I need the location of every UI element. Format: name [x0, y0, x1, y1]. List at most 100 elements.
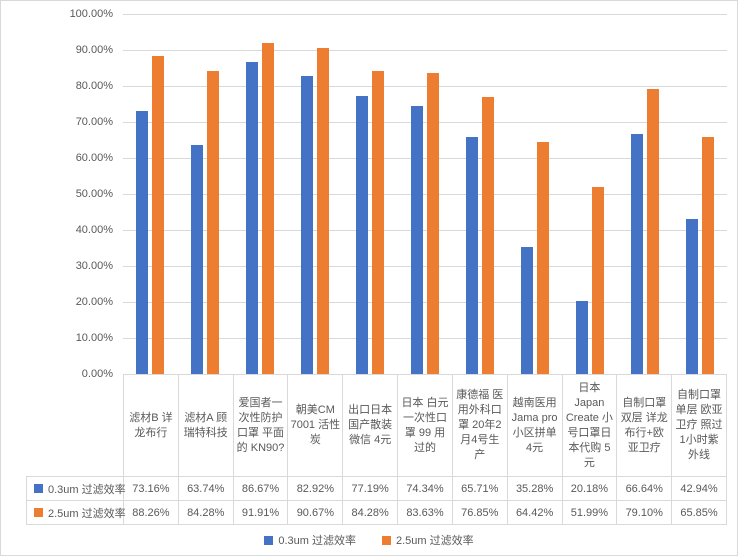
data-table-value: 88.26% [124, 501, 179, 525]
gridline [123, 230, 727, 231]
data-table-value: 51.99% [562, 501, 618, 525]
bar-series-1 [152, 56, 165, 374]
category-label: 日本 Japan Create 小号口罩日本代购 5 元 [563, 375, 618, 476]
bar-series-0 [575, 301, 588, 374]
y-axis-tick-label: 100.00% [69, 8, 113, 20]
category-label-text: 朝美CM 7001 活性炭 [290, 404, 341, 446]
data-table-row: 0.3um 过滤效率 73.16% 63.74% 86.67% 82.92% 77.19%… [27, 477, 727, 501]
bar-series-1 [426, 72, 439, 374]
bar-series-0 [410, 106, 423, 374]
data-table-value: 20.18% [562, 477, 618, 501]
data-table-value: 76.85% [452, 501, 508, 525]
data-table-value: 79.10% [617, 501, 673, 525]
series-name: 2.5um 过滤效率 [48, 507, 126, 520]
series-key-swatch [34, 508, 43, 517]
bar-series-0 [630, 134, 643, 374]
category-label-text: 出口日本国产散装微信 4元 [348, 404, 393, 446]
bar-group [452, 14, 507, 374]
bar-group [672, 14, 727, 374]
gridline [123, 302, 727, 303]
category-label-text: 越南医用 Jama pro 小区拼单 4元 [511, 396, 558, 454]
bar-series-1 [207, 70, 220, 374]
category-label-text: 日本 白元 一次性口罩 99 用过的 [401, 396, 449, 454]
category-label: 出口日本国产散装微信 4元 [343, 375, 399, 476]
bar-series-1 [701, 136, 714, 374]
bar-series-0 [685, 219, 698, 374]
plot-area [123, 14, 727, 375]
data-table-value: 73.16% [124, 477, 179, 501]
bar-series-0 [520, 247, 533, 374]
category-label-text: 自制口罩 单层 欧亚卫疗 照过1小时紫外线 [675, 389, 723, 461]
bar-group [288, 14, 343, 374]
data-table-value: 86.67% [233, 477, 289, 501]
y-axis-tick-label: 10.00% [75, 332, 113, 344]
bar-group [562, 14, 617, 374]
category-label-text: 自制口罩 双层 详龙布行+欧亚卫疗 [620, 396, 668, 454]
category-axis: 滤材B 详龙布行 滤材A 顾瑞特科技 爱国者一次性防护口罩 平面的 KN90? 朝美C… [123, 374, 727, 476]
data-table-row-label: 2.5um 过滤效率 [27, 501, 126, 525]
data-table-value: 35.28% [507, 477, 563, 501]
category-label-text: 爱国者一次性防护口罩 平面的 KN90? [236, 396, 285, 454]
category-label: 朝美CM 7001 活性炭 [288, 375, 344, 476]
gridline [123, 50, 727, 51]
data-table-value: 83.63% [398, 501, 453, 525]
data-table-value: 64.42% [507, 501, 563, 525]
bar-series-1 [372, 70, 385, 374]
y-axis-tick-label: 70.00% [75, 116, 113, 128]
gridline [123, 266, 727, 267]
series-name: 0.3um 过滤效率 [48, 483, 126, 496]
category-label: 自制口罩 双层 详龙布行+欧亚卫疗 [617, 375, 673, 476]
data-table-row-label: 0.3um 过滤效率 [27, 477, 126, 501]
legend-item: 2.5um 过滤效率 [382, 532, 474, 548]
bar-series-0 [136, 110, 149, 374]
data-table-value: 90.67% [288, 501, 344, 525]
bar-group [398, 14, 453, 374]
category-label: 爱国者一次性防护口罩 平面的 KN90? [234, 375, 289, 476]
y-axis-tick-label: 30.00% [75, 260, 113, 272]
legend: 0.3um 过滤效率 2.5um 过滤效率 [1, 532, 737, 548]
bar-series-0 [246, 62, 259, 374]
data-table-value: 42.94% [672, 477, 727, 501]
gridline [123, 194, 727, 195]
y-axis-tick-label: 80.00% [75, 80, 113, 92]
legend-label: 0.3um 过滤效率 [278, 535, 356, 547]
series-key-swatch [34, 484, 43, 493]
category-label: 康德福 医用外科口罩 20年2月4号生产 [453, 375, 508, 476]
bar-group [343, 14, 398, 374]
data-table-value: 84.28% [178, 501, 234, 525]
bar-group [617, 14, 672, 374]
bar-series-1 [317, 47, 330, 374]
data-table-value: 65.85% [672, 501, 727, 525]
legend-swatch [264, 535, 274, 545]
bar-group [123, 14, 178, 374]
bar-series-1 [646, 89, 659, 374]
category-label: 越南医用 Jama pro 小区拼单 4元 [508, 375, 563, 476]
y-axis-tick-label: 20.00% [75, 296, 113, 308]
category-label-text: 日本 Japan Create 小号口罩日本代购 5 元 [565, 381, 613, 469]
bar-group [178, 14, 233, 374]
bar-series-area [123, 14, 727, 374]
data-table-value: 82.92% [288, 477, 344, 501]
bar-series-1 [591, 186, 604, 374]
data-table: 0.3um 过滤效率 73.16% 63.74% 86.67% 82.92% 77.19%… [26, 476, 727, 525]
category-label: 自制口罩 单层 欧亚卫疗 照过1小时紫外线 [672, 375, 727, 476]
data-table-value: 91.91% [233, 501, 289, 525]
y-axis-tick-label: 90.00% [75, 44, 113, 56]
data-table-value: 63.74% [178, 477, 234, 501]
data-table-value: 74.34% [398, 477, 453, 501]
data-table-row: 2.5um 过滤效率 88.26% 84.28% 91.91% 90.67% 84.28%… [27, 501, 727, 525]
bar-series-1 [536, 142, 549, 374]
bar-series-1 [481, 97, 494, 374]
category-label-text: 滤材A 顾瑞特科技 [183, 411, 228, 439]
y-axis-tick-label: 60.00% [75, 152, 113, 164]
data-table-value: 77.19% [343, 477, 399, 501]
data-table-value: 66.64% [617, 477, 673, 501]
bar-series-0 [301, 75, 314, 374]
legend-item: 0.3um 过滤效率 [264, 532, 356, 548]
gridline [123, 338, 727, 339]
legend-swatch [382, 535, 391, 545]
category-label-text: 康德福 医用外科口罩 20年2月4号生产 [456, 389, 504, 461]
legend-label: 2.5um 过滤效率 [396, 535, 474, 547]
category-label: 日本 白元 一次性口罩 99 用过的 [398, 375, 453, 476]
bar-series-0 [191, 144, 204, 374]
